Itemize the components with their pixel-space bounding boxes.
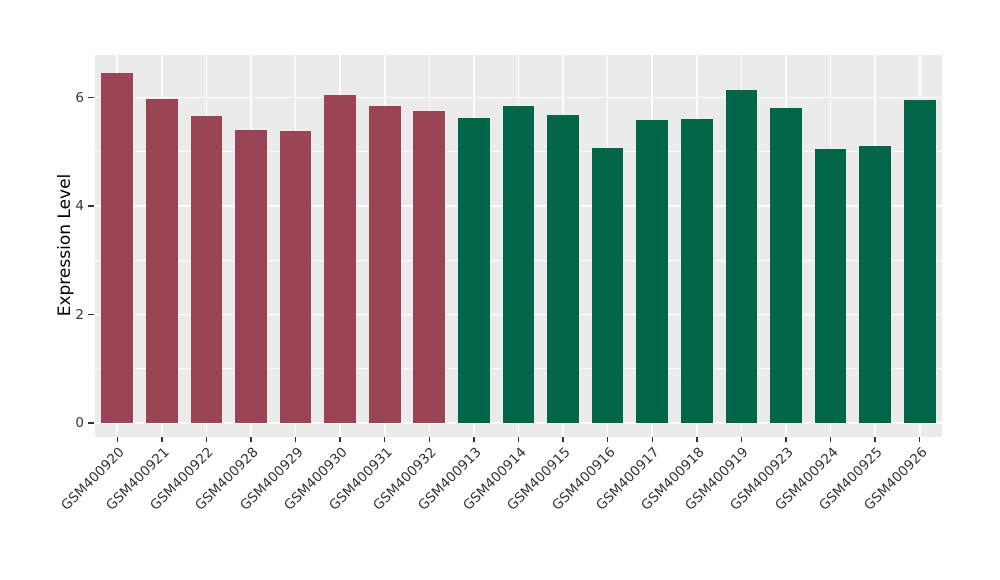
y-tick-label: 2	[75, 306, 84, 323]
x-tick-mark	[919, 437, 921, 442]
x-tick-mark	[874, 437, 876, 442]
bar	[814, 149, 847, 423]
x-tick-mark	[517, 437, 520, 442]
x-tick-mark	[473, 437, 475, 442]
x-tick-mark	[562, 437, 564, 442]
bar	[680, 119, 713, 423]
x-tick-mark	[696, 437, 698, 442]
y-tick-mark	[88, 96, 94, 99]
bar	[591, 147, 624, 423]
x-tick-mark	[740, 437, 743, 442]
x-tick-mark	[785, 437, 787, 442]
bar	[279, 130, 312, 423]
x-tick-mark	[829, 437, 832, 442]
x-tick-mark	[428, 437, 431, 442]
bar	[770, 107, 802, 423]
bar	[859, 146, 891, 423]
bar	[190, 116, 223, 423]
bar	[413, 110, 446, 423]
x-tick-mark	[651, 437, 653, 442]
y-tick-label: 0	[75, 415, 84, 431]
plot-panel	[95, 55, 942, 437]
x-tick-mark	[205, 437, 208, 442]
x-tick-mark	[384, 437, 386, 442]
bar	[458, 117, 490, 423]
x-tick-mark	[606, 437, 609, 442]
x-tick-mark	[339, 437, 341, 442]
y-tick-mark	[88, 422, 94, 424]
x-tick-mark	[161, 437, 163, 442]
bar	[903, 100, 936, 423]
bar	[101, 73, 134, 423]
bar	[324, 94, 357, 423]
bar	[368, 106, 401, 423]
y-tick-mark	[88, 313, 94, 316]
y-tick-mark	[88, 205, 94, 207]
major-gridline-horizontal	[95, 422, 942, 424]
bar	[547, 114, 579, 423]
bar	[502, 105, 535, 423]
x-tick-mark	[294, 437, 297, 442]
bar	[146, 99, 178, 423]
bar	[725, 90, 758, 423]
bar	[235, 129, 267, 423]
bar	[636, 120, 669, 423]
x-tick-mark	[116, 437, 118, 442]
x-tick-mark	[250, 437, 252, 442]
y-tick-label: 6	[75, 89, 84, 106]
major-gridline-horizontal	[95, 96, 942, 99]
y-tick-label: 4	[75, 198, 84, 214]
